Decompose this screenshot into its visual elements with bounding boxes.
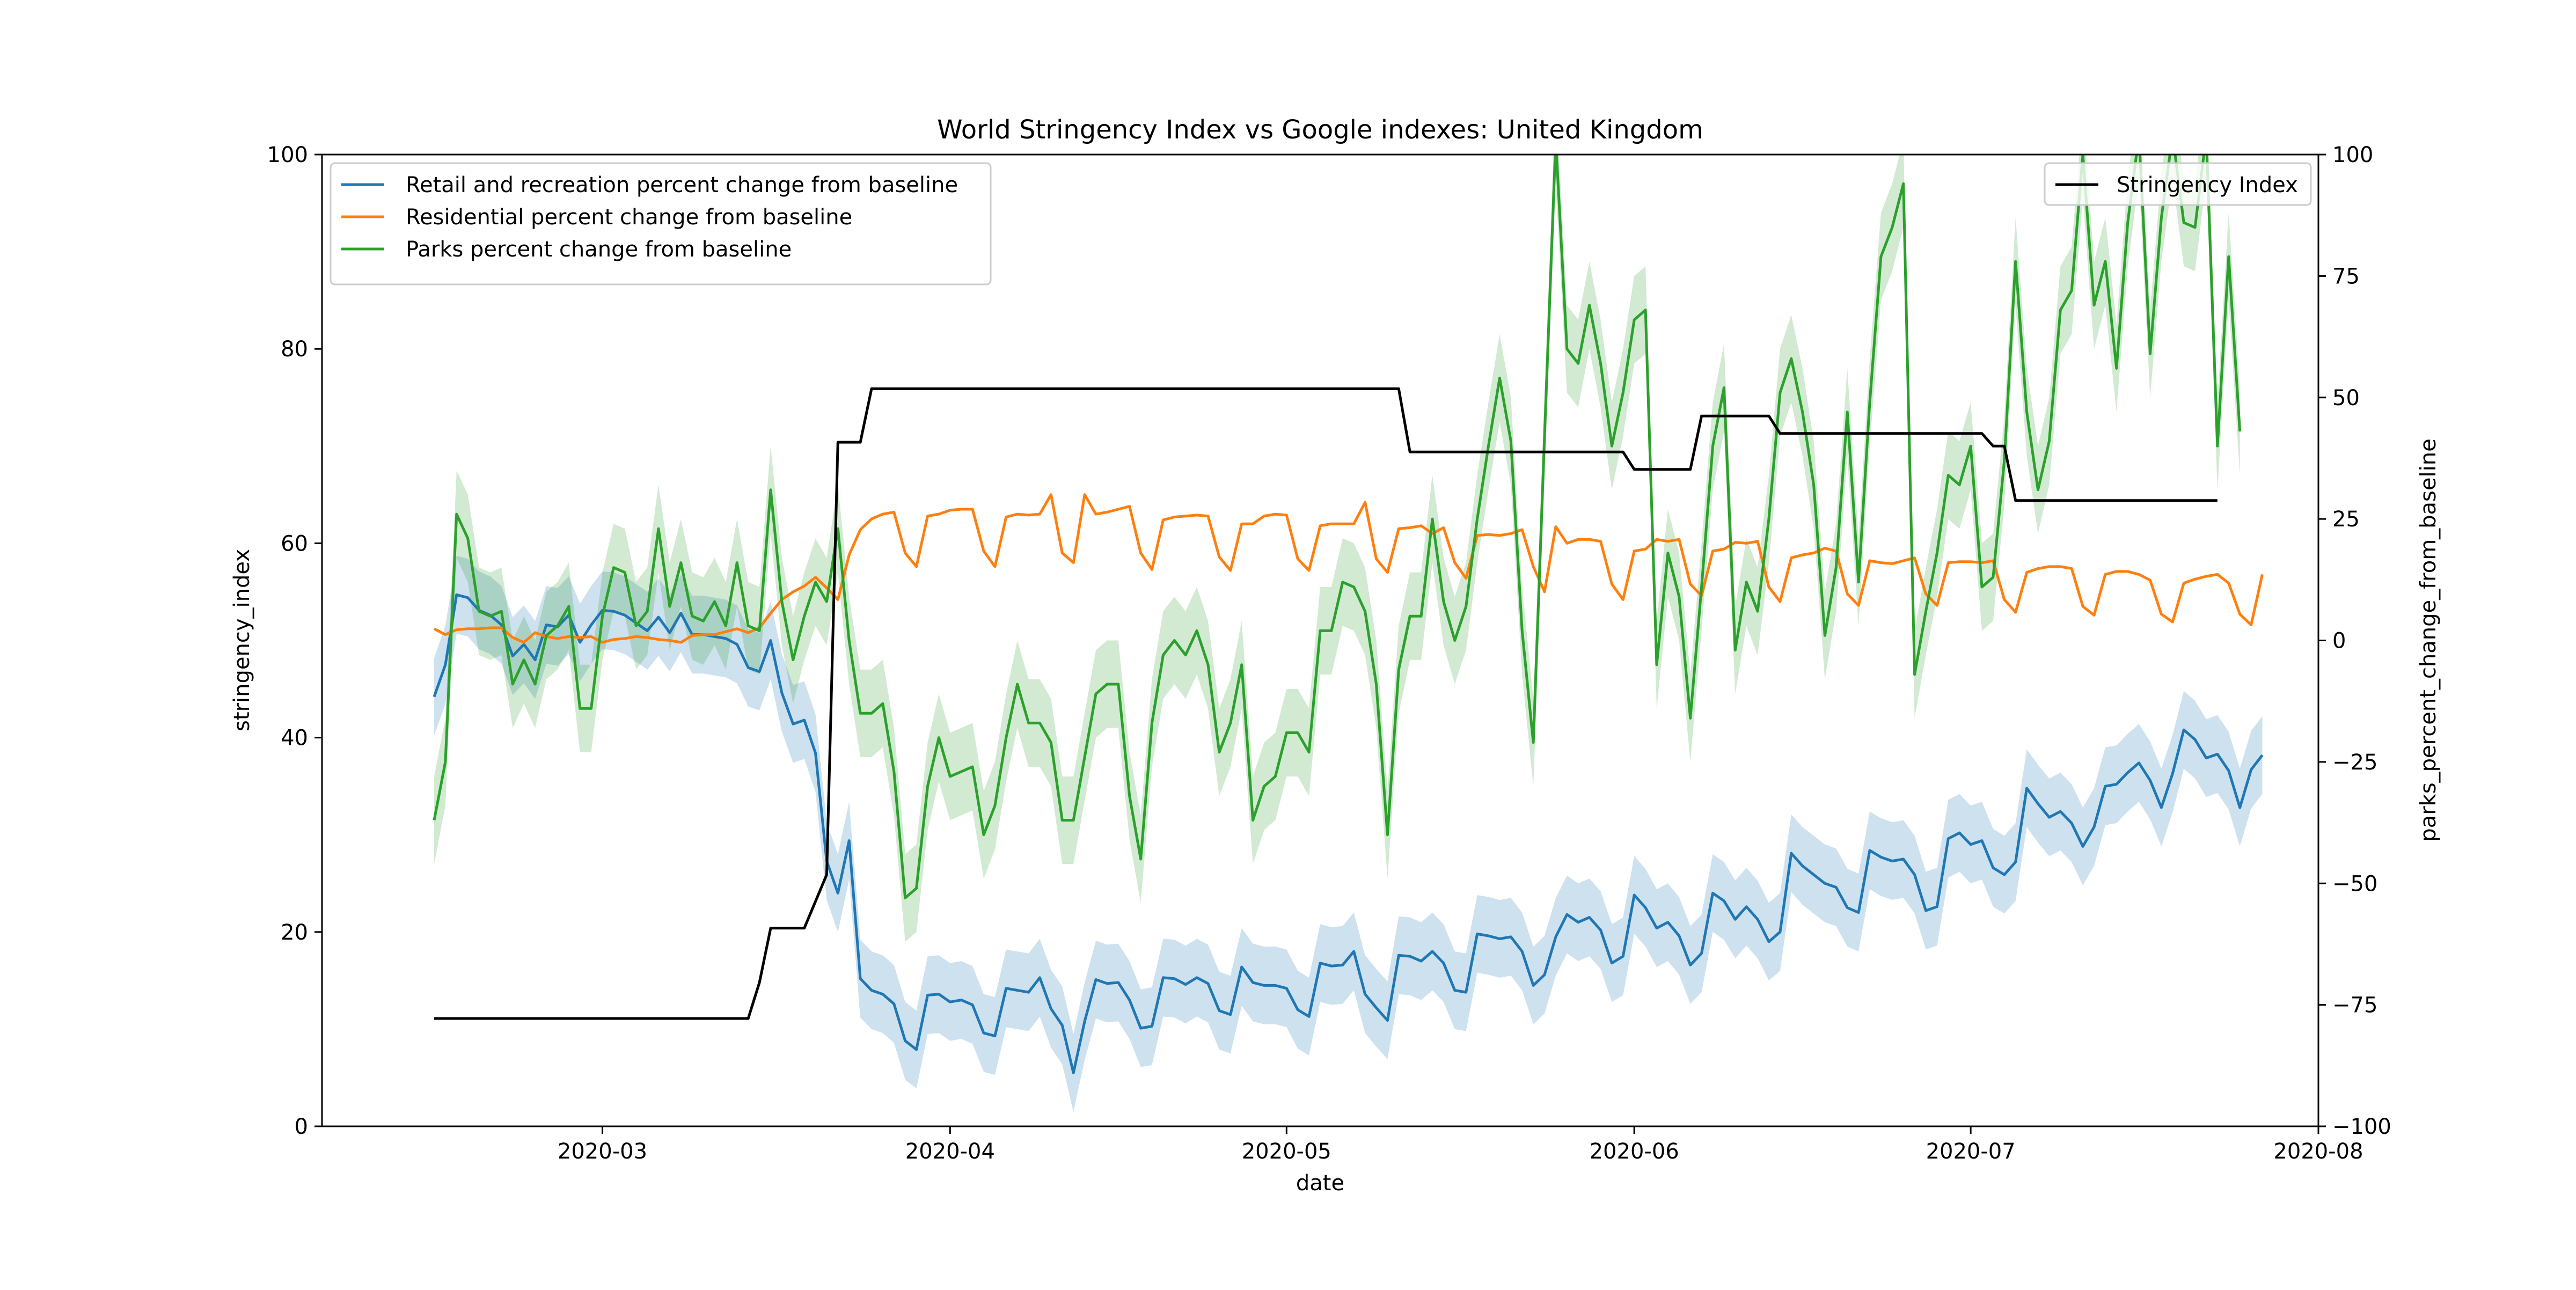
right-y-tick-label: 25 (2332, 507, 2360, 532)
legend-entry: Stringency Index (2117, 173, 2298, 197)
right-y-tick-label: −100 (2332, 1115, 2391, 1139)
legend-entry: Retail and recreation percent change fro… (406, 173, 958, 197)
right-y-tick-label: 50 (2332, 386, 2360, 411)
right-y-tick-label: 100 (2332, 143, 2373, 167)
series-band-0 (434, 555, 2263, 1112)
series-line-1 (433, 493, 2264, 644)
x-tick-label: 2020-05 (1242, 1139, 1331, 1164)
right-y-tick-label: −25 (2332, 750, 2377, 775)
axes: 2020-03 2020-04 2020-05 2020-06 2020-07 2020-… (267, 143, 2391, 1164)
x-tick-label: 2020-03 (558, 1139, 647, 1164)
series-band-2 (434, 155, 2240, 942)
legend-entry: Residential percent change from baseline (406, 205, 852, 230)
chart-title: World Stringency Index vs Google indexes… (937, 115, 1703, 145)
left-y-tick-label: 80 (281, 337, 308, 362)
legend-entry: Parks percent change from baseline (406, 237, 792, 262)
confidence-bands (434, 155, 2263, 1112)
x-tick-label: 2020-06 (1590, 1139, 1679, 1164)
left-y-tick-label: 20 (281, 920, 308, 945)
right-y-axis-label: parks_percent_change_from_baseline (2416, 438, 2441, 841)
x-tick-label: 2020-07 (1926, 1139, 2016, 1164)
legend-left-box (330, 162, 992, 285)
legend-right-box (2044, 162, 2312, 206)
x-axis-label: date (1296, 1171, 1344, 1196)
left-y-tick-label: 60 (281, 531, 308, 556)
series-line-2 (433, 155, 2242, 899)
right-y-tick-label: 75 (2332, 264, 2360, 289)
left-y-tick-label: 40 (281, 726, 308, 751)
legend-left: Retail and recreation percent change fro… (330, 162, 992, 285)
right-y-tick-label: 0 (2332, 629, 2346, 654)
left-y-axis-label: stringency_index (230, 549, 254, 731)
x-tick-label: 2020-08 (2273, 1139, 2363, 1164)
series-line-3 (434, 387, 2218, 1020)
left-y-tick-label: 100 (267, 143, 308, 167)
legend-right: Stringency Index (2044, 162, 2312, 206)
x-tick-label: 2020-04 (905, 1139, 995, 1164)
series-line-0 (433, 593, 2264, 1074)
right-y-tick-label: −50 (2332, 871, 2377, 896)
series-lines (433, 155, 2264, 1074)
right-y-tick-label: −75 (2332, 993, 2377, 1018)
left-y-tick-label: 0 (295, 1115, 308, 1139)
